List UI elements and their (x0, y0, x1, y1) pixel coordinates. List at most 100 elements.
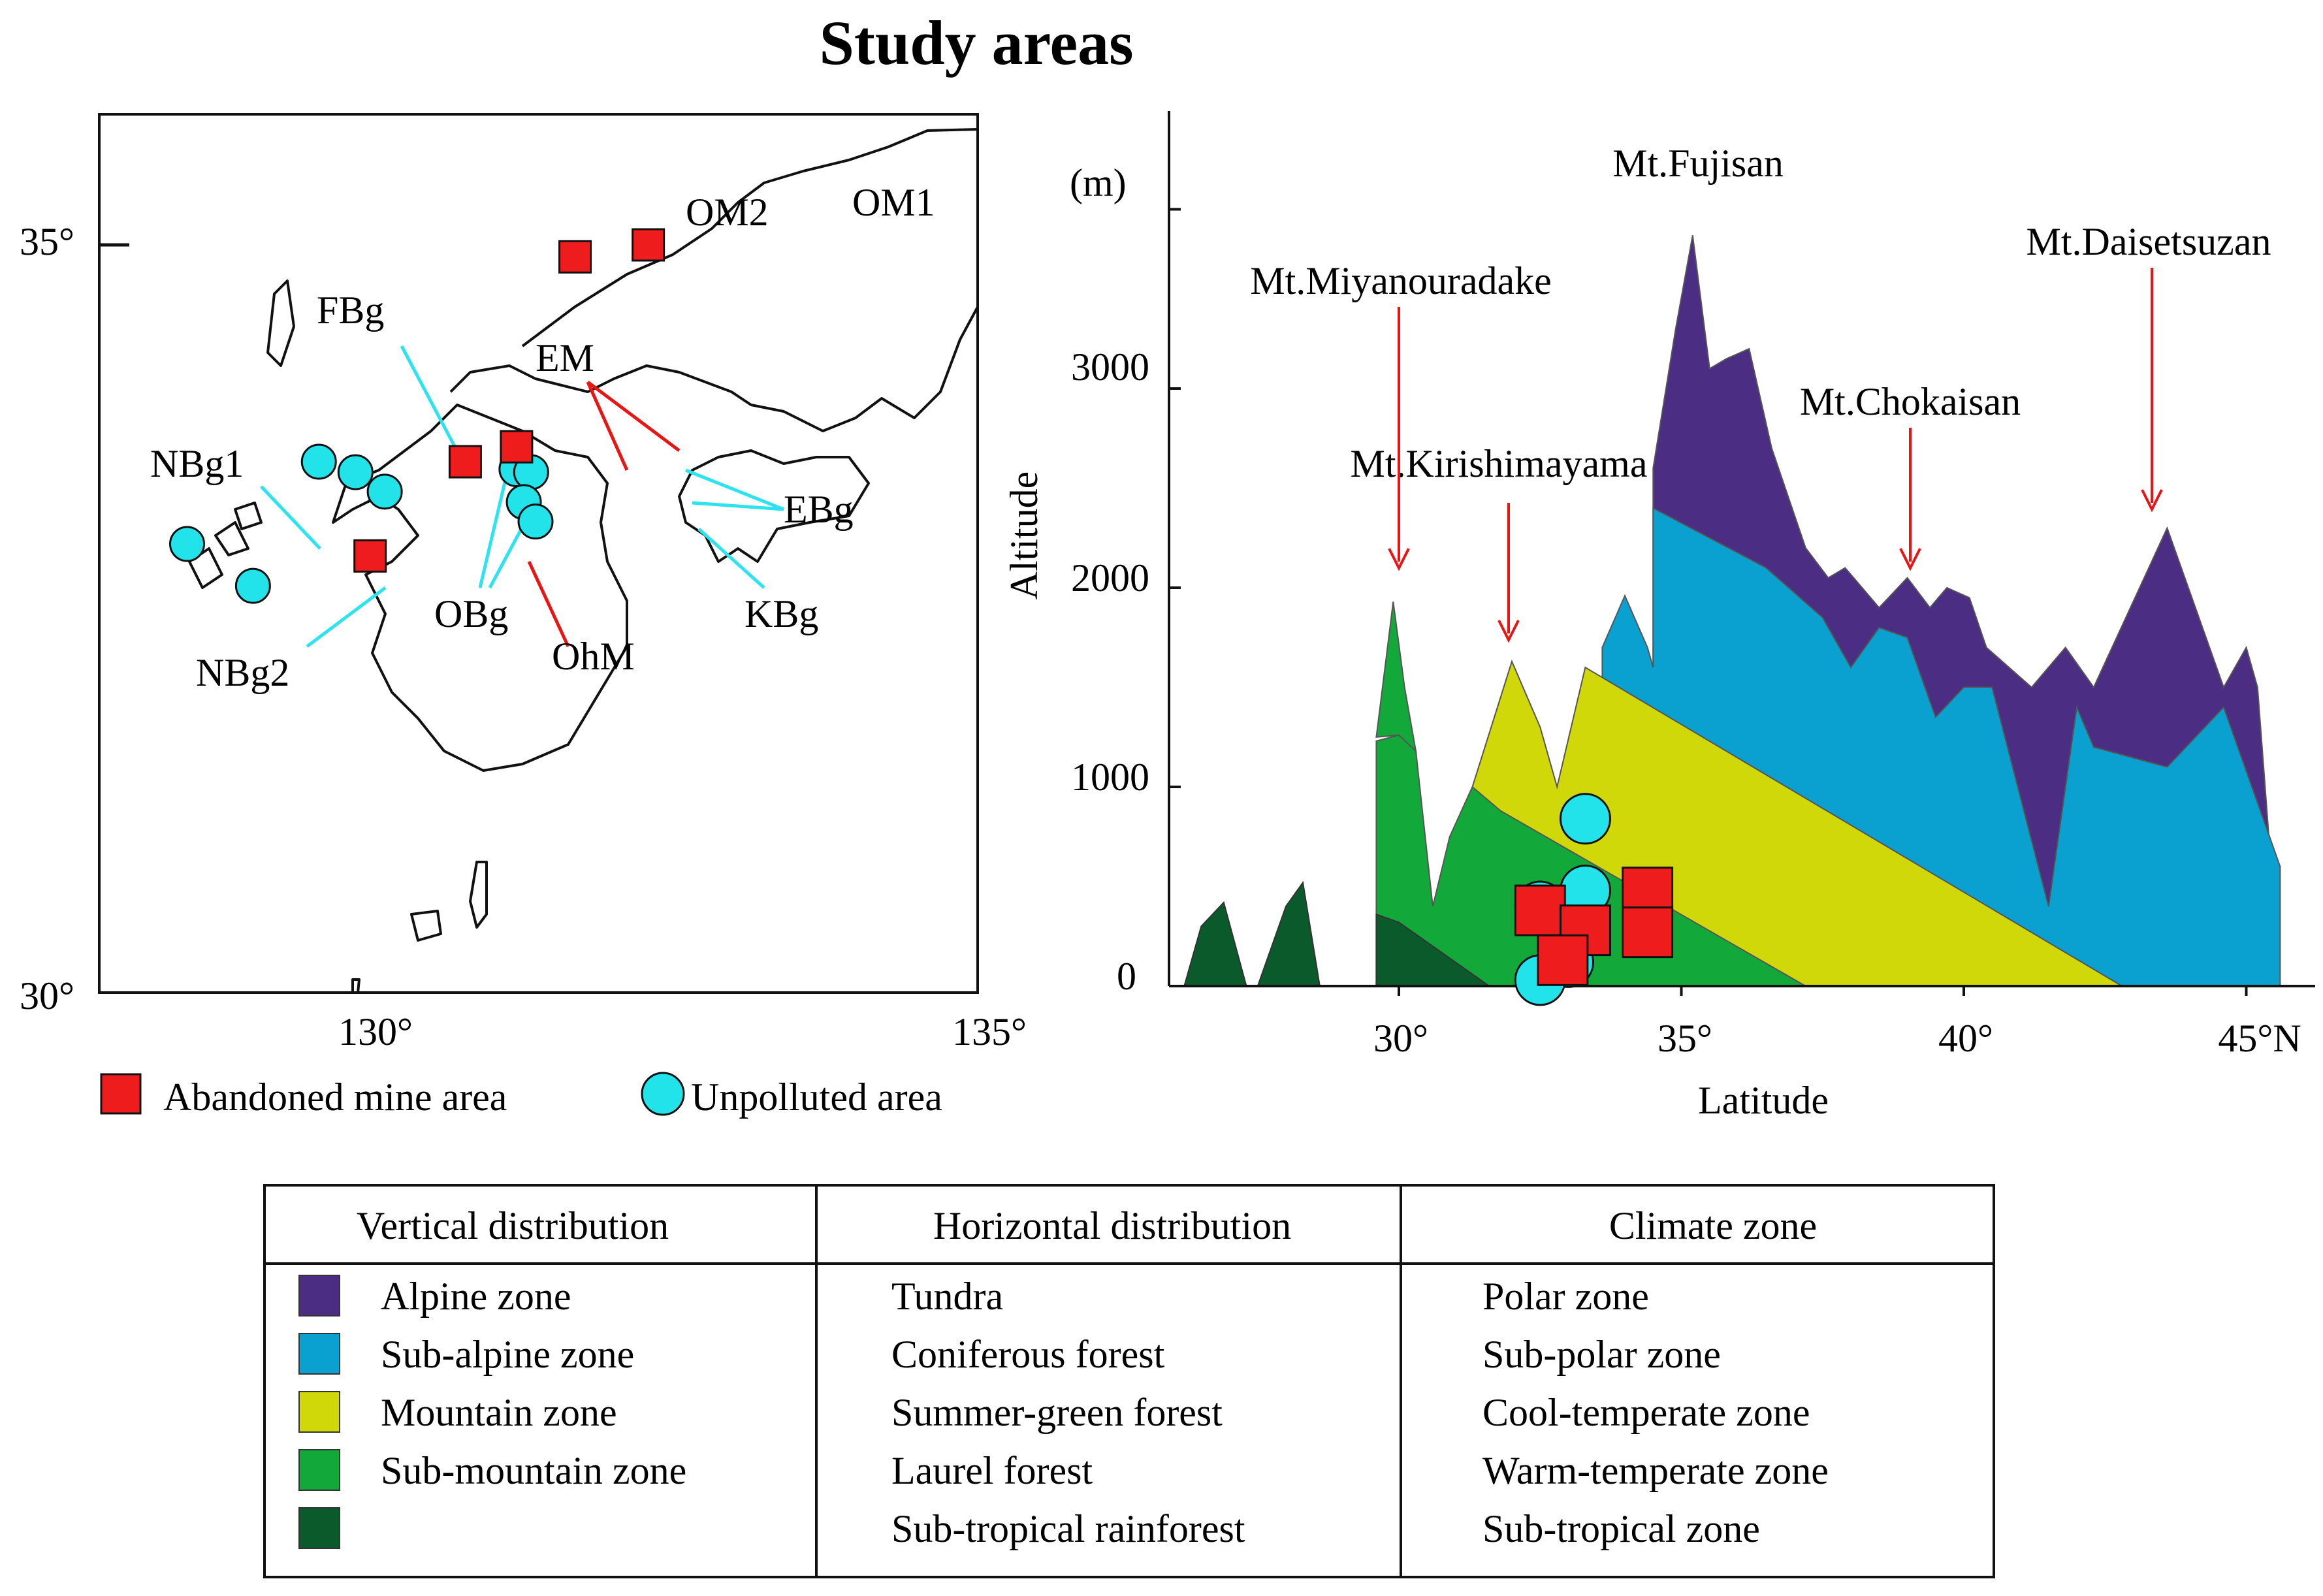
kbg-leader (697, 528, 765, 589)
y-axis-title: Altitude (1002, 471, 1046, 600)
table-header-horizontal: Horizontal distribution (933, 1204, 1291, 1247)
em-leader-1 (586, 381, 629, 471)
zone-vertical-3: Sub-mountain zone (381, 1449, 686, 1492)
em-leader-2 (586, 381, 681, 452)
daisetsuzan-arrow-head (2141, 489, 2163, 513)
legend-unpolluted-label: Unpolluted area (691, 1076, 942, 1119)
southern-islet (351, 978, 360, 994)
x-axis-title: Latitude (1698, 1079, 1829, 1122)
profile-unpolluted-point-0 (1559, 793, 1611, 845)
obg-leader-1 (478, 476, 508, 588)
map-site-markers (169, 228, 665, 604)
y-unit-label: (m) (1070, 161, 1127, 204)
profile-site-points (1514, 793, 1674, 1006)
lat-label-30: 30° (20, 974, 74, 1017)
mountain-annotations: Mt.Fujisan Mt.Miyanouradake Mt.Kirishima… (1250, 142, 2271, 485)
site-label-nbg1: NBg1 (150, 442, 244, 485)
map-unpolluted-site-obg-2 (366, 473, 403, 510)
nbg2-leader (306, 586, 387, 648)
band-submountain-peaks (1375, 601, 1417, 753)
map-unpolluted-site-nbg1-3 (169, 526, 205, 562)
ebg-leader-1 (685, 468, 784, 511)
kyushu-coast (332, 404, 628, 772)
mt-kirishimayama-label: Mt.Kirishimayama (1351, 442, 1648, 485)
zone-horizontal-1: Coniferous forest (891, 1333, 1165, 1376)
legend-mine-swatch (100, 1073, 142, 1115)
site-label-nbg2: NBg2 (196, 651, 289, 694)
x-tick-label-45: 45°N (2218, 1017, 2301, 1060)
zone-horizontal-0: Tundra (891, 1275, 1003, 1318)
mt-chokaisan-label: Mt.Chokaisan (1800, 380, 2021, 423)
fbg-leader (400, 345, 466, 465)
band-subtropical-peak-2 (1257, 880, 1321, 987)
site-label-om1: OM1 (852, 181, 935, 224)
coastline (188, 128, 979, 994)
x-tick-label-35: 35° (1658, 1017, 1712, 1060)
legend-mine-label: Abandoned mine area (163, 1076, 507, 1119)
zone-vertical-1: Sub-alpine zone (381, 1333, 634, 1376)
chokaisan-arrow-head (1899, 548, 1921, 571)
zone-swatch-3 (298, 1449, 340, 1491)
ebg-leader-2 (692, 501, 784, 511)
zone-horizontal-3: Laurel forest (891, 1449, 1093, 1492)
site-label-ohm: OhM (552, 635, 635, 678)
table-frame (263, 1184, 1995, 1578)
table-header-climate: Climate zone (1609, 1204, 1817, 1247)
site-label-em: EM (536, 336, 594, 379)
map-unpolluted-site-obg-1 (337, 454, 374, 490)
map-frame (98, 113, 979, 994)
leader-lines (260, 345, 784, 648)
map-mine-site-ohm-4 (353, 539, 387, 573)
map-mine-site-om2-1 (558, 240, 592, 274)
altitude-profile-panel: (m) Altitude Latitude 0 1000 2000 3000 3… (1002, 111, 2315, 1122)
table-header-vertical: Vertical distribution (357, 1204, 669, 1247)
y-tick-label-3000: 3000 (1071, 345, 1149, 389)
lon-label-135: 135° (952, 1010, 1027, 1053)
site-labels: OM2 OM1 FBg EM NBg1 EBg OBg OhM KBg NBg2 (150, 181, 935, 694)
zone-climate-2: Cool-temperate zone (1482, 1391, 1810, 1434)
y-tick-label-0: 0 (1117, 955, 1136, 998)
site-label-ebg: EBg (784, 488, 854, 531)
zone-horizontal-2: Summer-green forest (891, 1391, 1223, 1434)
honshu-coast (449, 128, 979, 432)
mountain-arrows (1388, 268, 2163, 643)
x-tick-label-40: 40° (1938, 1017, 1993, 1060)
site-label-obg: OBg (434, 592, 508, 635)
zone-table-rows: Alpine zone Tundra Polar zone Sub-alpine zo… (298, 1275, 1829, 1550)
profile-mine-point-2 (1537, 934, 1589, 986)
zone-climate-3: Warm-temperate zone (1482, 1449, 1829, 1492)
zone-climate-0: Polar zone (1482, 1275, 1649, 1318)
mt-daisetsuzan-label: Mt.Daisetsuzan (2027, 220, 2271, 263)
map-unpolluted-site-kbg-8 (517, 503, 554, 540)
shikoku-coast (678, 449, 870, 563)
profile-mine-point-0 (1514, 884, 1566, 936)
map-mine-site-em-2 (448, 445, 482, 479)
map-unpolluted-site-fbg-0 (300, 443, 337, 480)
site-label-kbg: KBg (745, 592, 818, 635)
map-unpolluted-site-nbg2-4 (234, 567, 271, 604)
kirishimayama-arrow-head (1498, 620, 1520, 643)
tanegashima (469, 861, 488, 929)
tsushima (266, 279, 295, 367)
ohm-leader (527, 560, 570, 648)
profile-mine-point-4 (1622, 906, 1674, 959)
miyanouradake-arrow-head (1388, 548, 1410, 571)
zone-vertical-0: Alpine zone (381, 1275, 571, 1318)
nbg1-leader (260, 485, 321, 550)
zone-horizontal-4: Sub-tropical rainforest (891, 1507, 1245, 1550)
y-tick-label-1000: 1000 (1071, 756, 1149, 799)
zone-vertical-2: Mountain zone (381, 1391, 617, 1434)
profile-axis-ticks (1169, 208, 2248, 996)
figure-title: Study areas (820, 8, 1134, 78)
zone-swatch-2 (298, 1391, 340, 1433)
mt-fujisan-label: Mt.Fujisan (1612, 142, 1784, 185)
map-legend: Abandoned mine area Unpolluted area (100, 1072, 942, 1119)
band-subtropical-peak-1 (1183, 901, 1247, 987)
zone-swatch-4 (298, 1507, 340, 1549)
map-mine-site-om1-0 (632, 228, 665, 262)
site-label-fbg: FBg (317, 289, 384, 332)
lat-label-35: 35° (20, 220, 74, 263)
zone-table: Vertical distribution Horizontal distrib… (263, 1184, 1995, 1578)
zone-swatch-0 (298, 1275, 340, 1317)
